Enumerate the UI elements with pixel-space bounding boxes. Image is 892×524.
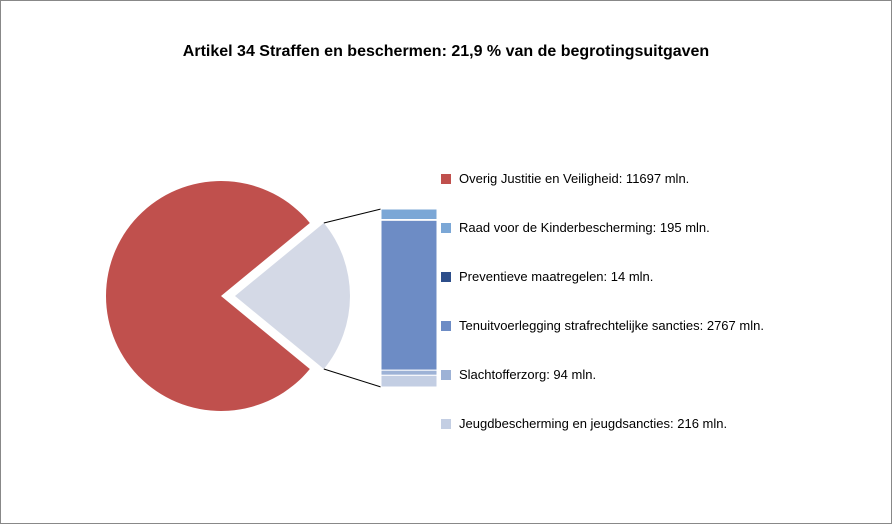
legend-label: Overig Justitie en Veiligheid: 11697 mln… [459,171,689,186]
chart-title: Artikel 34 Straffen en beschermen: 21,9 … [1,43,891,61]
legend-label: Preventieve maatregelen: 14 mln. [459,269,653,284]
legend-swatch [441,419,451,429]
bar-segment [381,370,437,375]
bar-segment [381,375,437,387]
legend-label: Raad voor de Kinderbescherming: 195 mln. [459,220,710,235]
legend-label: Tenuitvoerlegging strafrechtelijke sanct… [459,318,764,333]
chart-area [61,161,431,461]
connector-line-top [324,209,381,223]
legend-label: Jeugdbescherming en jeugdsancties: 216 m… [459,416,727,431]
legend-item: Jeugdbescherming en jeugdsancties: 216 m… [441,416,871,431]
legend-item: Slachtofferzorg: 94 mln. [441,367,871,382]
legend-swatch [441,174,451,184]
chart-container: Artikel 34 Straffen en beschermen: 21,9 … [0,0,892,524]
legend-item: Tenuitvoerlegging strafrechtelijke sanct… [441,318,871,333]
legend-item: Overig Justitie en Veiligheid: 11697 mln… [441,171,871,186]
legend-label: Slachtofferzorg: 94 mln. [459,367,596,382]
bar-segment [381,220,437,370]
legend-swatch [441,223,451,233]
legend-item: Raad voor de Kinderbescherming: 195 mln. [441,220,871,235]
legend: Overig Justitie en Veiligheid: 11697 mln… [441,171,871,465]
legend-item: Preventieve maatregelen: 14 mln. [441,269,871,284]
legend-swatch [441,370,451,380]
bar-segment [381,209,437,220]
connector-line-bottom [324,369,381,387]
legend-swatch [441,272,451,282]
legend-swatch [441,321,451,331]
pie-bar-svg [61,161,441,461]
